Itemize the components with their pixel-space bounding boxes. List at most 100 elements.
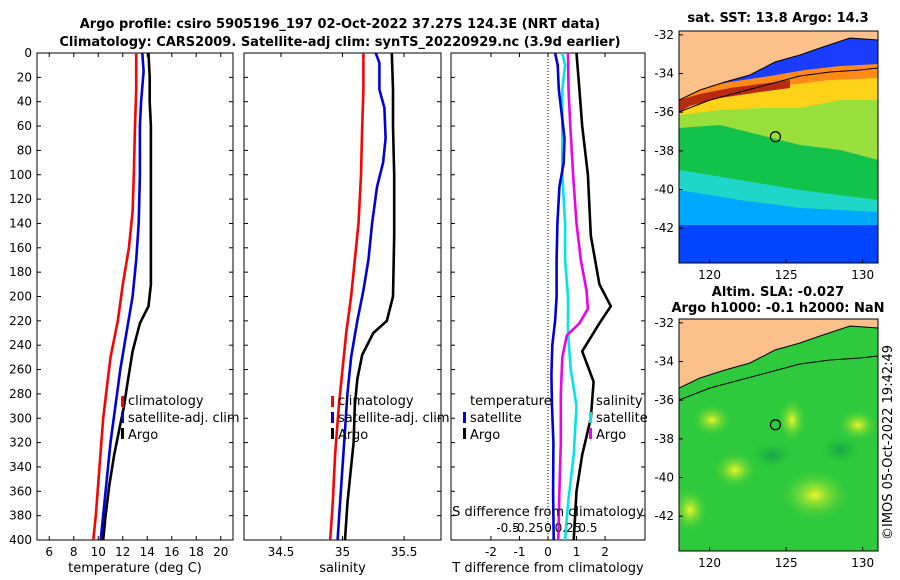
x-tick-label: 35: [335, 545, 350, 559]
map-x-tick-label: 120: [698, 556, 721, 570]
profile-line-argo: [343, 52, 396, 541]
sst-map-axes: 120 125 130 -32 -34 -36 -38 -40 -42: [654, 28, 879, 282]
x-axis-label: T difference from climatology: [451, 561, 644, 576]
y-tick-label: 200: [9, 290, 32, 304]
map-y-tick-label: -32: [654, 316, 674, 330]
x-tick-label: 35.5: [391, 545, 418, 559]
secondary-x-tick-label: -0.25: [512, 521, 543, 535]
legend-label-argo: Argo: [338, 428, 368, 443]
map-x-tick-label: 130: [851, 268, 874, 282]
y-tick-label: 220: [9, 314, 32, 328]
sst-argo-position-marker: [769, 131, 782, 143]
sla-map-title-line1: Altim. SLA: -0.027: [712, 285, 844, 300]
legend-swatch-t-argo: [463, 428, 466, 439]
x-tick-label: 10: [91, 545, 106, 559]
profile-line-t-argo-diff: [572, 52, 613, 541]
y-tick-label: 400: [9, 533, 32, 547]
sla-high-anomaly-1: [778, 398, 806, 442]
profile-line-argo: [101, 52, 153, 541]
map-y-tick-label: -42: [654, 509, 674, 523]
sst-map: [679, 31, 878, 263]
legend-swatch-argo: [331, 428, 334, 439]
map-frame: [678, 318, 879, 552]
y-tick-label: 40: [17, 95, 32, 109]
y-tick-label: 340: [9, 460, 32, 474]
profile-line-s-argo-diff: [557, 52, 590, 541]
map-y-tick-label: -42: [654, 221, 674, 235]
legend-swatch-t-satellite: [463, 412, 466, 423]
map-x-tick-label: 130: [851, 556, 874, 570]
sla-low-anomaly-2: [820, 436, 860, 464]
y-tick-label: 280: [9, 387, 32, 401]
map-y-tick-label: -38: [654, 144, 674, 158]
sla-high-anomaly-6: [679, 488, 708, 532]
secondary-x-tick-label: 0.25: [555, 521, 582, 535]
temperature-profile-panel: 0 20 40 60 80 100 120 140 160 180 200 220 240 260 280 3…: [9, 46, 234, 576]
sla-low-anomaly-1: [750, 441, 794, 469]
legend-swatch-s-argo: [589, 428, 592, 439]
legend-label-argo: Argo: [128, 428, 158, 443]
map-y-tick-label: -32: [654, 28, 674, 42]
secondary-x-tick-label: 0.5: [578, 521, 597, 535]
sst-yellow-band: [679, 72, 878, 115]
sst-green-band: [679, 120, 878, 200]
sla-coastline: [679, 325, 878, 389]
y-tick-label: 180: [9, 265, 32, 279]
sst-map-title: sat. SST: 13.8 Argo: 14.3: [687, 11, 868, 26]
y-tick-label: 0: [24, 46, 32, 60]
map-x-tick-label: 125: [775, 556, 798, 570]
x-tick-label: 18: [189, 545, 204, 559]
y-tick-label: 100: [9, 168, 32, 182]
map-x-tick-label: 120: [698, 268, 721, 282]
profile-line-climatology: [92, 53, 138, 541]
x-tick-label: -2: [485, 545, 497, 559]
legend-swatch-s-satellite: [589, 412, 592, 423]
y-tick-label: 300: [9, 411, 32, 425]
difference-legend: temperature satellite Argo salinity sate…: [463, 394, 648, 443]
sla-map: [679, 319, 878, 551]
legend-swatch-argo: [121, 428, 124, 439]
legend-label-s-argo: Argo: [596, 428, 626, 443]
map-x-tick-label: 125: [775, 268, 798, 282]
x-tick-label: 0: [544, 545, 552, 559]
legend-label-climatology: climatology: [128, 394, 204, 409]
legend-label-s-satellite: satellite: [596, 411, 648, 426]
profile-line-satellite-adj-clim: [336, 52, 387, 541]
profile-line-s-satellite-diff: [550, 52, 566, 541]
y-tick-label: 120: [9, 192, 32, 206]
y-tick-label: 140: [9, 216, 32, 230]
temperature-legend: climatology satellite-adj. clim Argo: [121, 394, 240, 443]
y-tick-label: 320: [9, 436, 32, 450]
map-y-tick-label: -34: [654, 355, 674, 369]
map-y-tick-label: -38: [654, 432, 674, 446]
sst-shelf-contour: [679, 67, 878, 113]
difference-profile-panel: -2 -1 0 1 2 T difference from climatology S di…: [450, 52, 646, 576]
x-axis-label: salinity: [319, 561, 366, 576]
x-tick-label: 16: [164, 545, 179, 559]
x-tick-label: 2: [601, 545, 609, 559]
y-tick-label: 380: [9, 509, 32, 523]
sla-high-anomaly-3: [780, 469, 850, 521]
legend-label-climatology: climatology: [338, 394, 414, 409]
sla-shelf-contour: [679, 355, 878, 401]
x-tick-label: 20: [213, 545, 228, 559]
legend-label-satellite: satellite-adj. clim: [338, 411, 450, 426]
sla-argo-position-marker: [769, 419, 782, 431]
map-y-tick-label: -34: [654, 67, 674, 81]
credit-text: ©IMOS 05-Oct-2022 19:42:49: [881, 345, 896, 540]
x-axis-label: temperature (deg C): [68, 561, 202, 576]
y-tick-label: 80: [17, 143, 32, 157]
secondary-x-axis-label: S difference from climatology: [452, 505, 644, 520]
map-y-tick-label: -36: [654, 393, 674, 407]
legend-label-t-argo: Argo: [470, 428, 500, 443]
sla-map-title-line2: Argo h1000: -0.1 h2000: NaN: [671, 301, 884, 316]
legend-swatch-climatology: [121, 396, 124, 407]
profile-line-t-satellite-diff: [560, 52, 578, 541]
secondary-x-tick-label: 0: [544, 521, 552, 535]
salinity-legend: climatology satellite-adj. clim Argo: [331, 394, 450, 443]
secondary-x-tick-label: -0.5: [496, 521, 519, 535]
legend-label-satellite: satellite-adj. clim: [128, 411, 240, 426]
y-tick-label: 360: [9, 484, 32, 498]
sst-land: [679, 31, 878, 100]
